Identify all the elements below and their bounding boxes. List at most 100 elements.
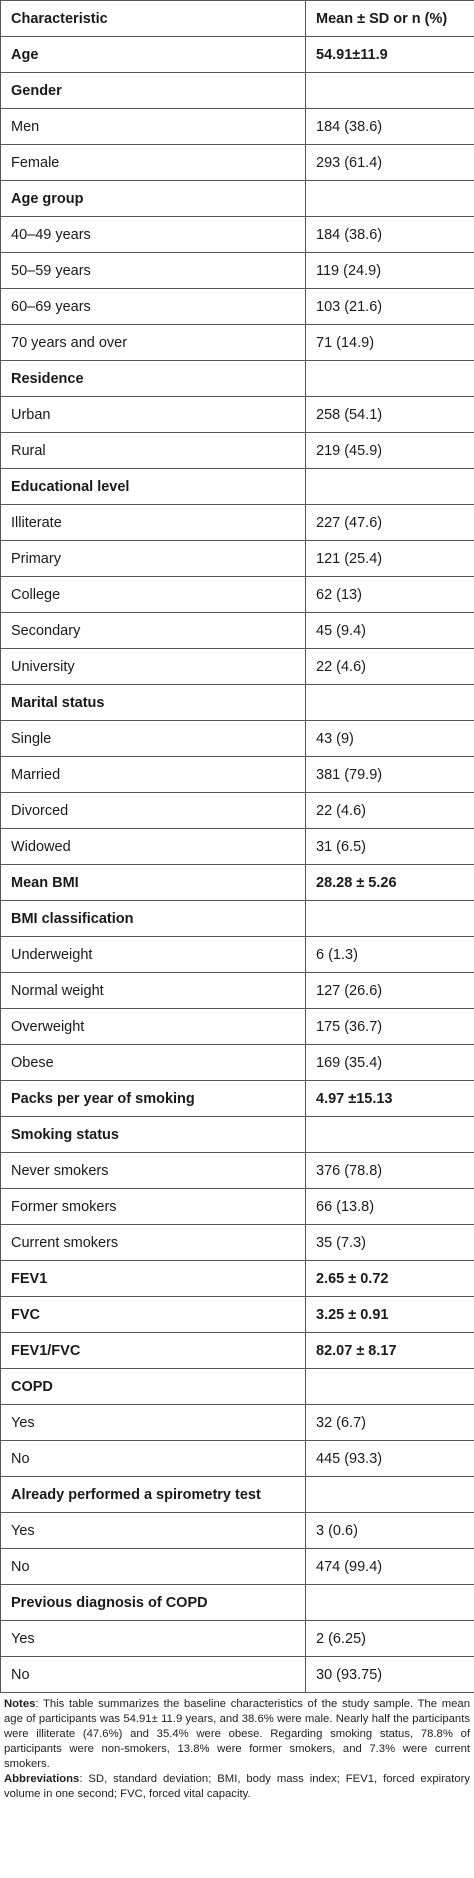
row-characteristic: Underweight xyxy=(0,936,306,973)
row-value: 45 (9.4) xyxy=(305,612,474,649)
table-row: Age group xyxy=(0,180,474,217)
table-row: Primary 121 (25.4) xyxy=(0,540,474,577)
row-value: 32 (6.7) xyxy=(305,1404,474,1441)
row-characteristic: Age xyxy=(0,36,306,73)
table-row: FEV1/FVC 82.07 ± 8.17 xyxy=(0,1332,474,1369)
row-value: 71 (14.9) xyxy=(305,324,474,361)
table-row: Never smokers 376 (78.8) xyxy=(0,1152,474,1189)
row-characteristic: 40–49 years xyxy=(0,216,306,253)
table-row: Packs per year of smoking 4.97 ±15.13 xyxy=(0,1080,474,1117)
row-characteristic: 50–59 years xyxy=(0,252,306,289)
row-characteristic: COPD xyxy=(0,1368,306,1405)
row-value: 66 (13.8) xyxy=(305,1188,474,1225)
table-row: Former smokers 66 (13.8) xyxy=(0,1188,474,1225)
row-characteristic: Urban xyxy=(0,396,306,433)
table-row: BMI classification xyxy=(0,900,474,937)
header-characteristic: Characteristic xyxy=(0,0,306,37)
row-value: 169 (35.4) xyxy=(305,1044,474,1081)
row-characteristic: Marital status xyxy=(0,684,306,721)
row-value: 3.25 ± 0.91 xyxy=(305,1296,474,1333)
table-row: Single 43 (9) xyxy=(0,720,474,757)
row-value xyxy=(305,468,474,505)
table-row: Yes 2 (6.25) xyxy=(0,1620,474,1657)
table-row: Gender xyxy=(0,72,474,109)
row-characteristic: Yes xyxy=(0,1404,306,1441)
characteristics-table-container: Characteristic Mean ± SD or n (%) Age 54.… xyxy=(0,0,474,1693)
table-row: Overweight 175 (36.7) xyxy=(0,1008,474,1045)
row-characteristic: BMI classification xyxy=(0,900,306,937)
notes-paragraph: Notes: This table summarizes the baselin… xyxy=(4,1697,470,1772)
row-value: 3 (0.6) xyxy=(305,1512,474,1549)
row-characteristic: Yes xyxy=(0,1620,306,1657)
row-characteristic: Single xyxy=(0,720,306,757)
table-row: Already performed a spirometry test xyxy=(0,1476,474,1513)
row-characteristic: Already performed a spirometry test xyxy=(0,1476,306,1513)
baseline-characteristics-table: Characteristic Mean ± SD or n (%) Age 54.… xyxy=(0,0,474,1693)
row-value: 31 (6.5) xyxy=(305,828,474,865)
row-value: 22 (4.6) xyxy=(305,792,474,829)
row-characteristic: Primary xyxy=(0,540,306,577)
row-value: 43 (9) xyxy=(305,720,474,757)
row-value xyxy=(305,684,474,721)
row-characteristic: Age group xyxy=(0,180,306,217)
row-characteristic: Residence xyxy=(0,360,306,397)
header-mean-sd: Mean ± SD or n (%) xyxy=(305,0,474,37)
row-value: 445 (93.3) xyxy=(305,1440,474,1477)
notes-text: : This table summarizes the baseline cha… xyxy=(4,1698,470,1770)
row-value: 293 (61.4) xyxy=(305,144,474,181)
row-value: 127 (26.6) xyxy=(305,972,474,1009)
table-row: Obese 169 (35.4) xyxy=(0,1044,474,1081)
table-row: College 62 (13) xyxy=(0,576,474,613)
table-row: Yes 3 (0.6) xyxy=(0,1512,474,1549)
row-value: 28.28 ± 5.26 xyxy=(305,864,474,901)
row-characteristic: 70 years and over xyxy=(0,324,306,361)
table-row: Normal weight 127 (26.6) xyxy=(0,972,474,1009)
row-characteristic: Illiterate xyxy=(0,504,306,541)
row-characteristic: College xyxy=(0,576,306,613)
row-value xyxy=(305,72,474,109)
table-row: Age 54.91±11.9 xyxy=(0,36,474,73)
table-row: Illiterate 227 (47.6) xyxy=(0,504,474,541)
row-characteristic: Former smokers xyxy=(0,1188,306,1225)
abbreviations-label: Abbreviations xyxy=(4,1773,80,1785)
row-characteristic: Packs per year of smoking xyxy=(0,1080,306,1117)
table-row: Current smokers 35 (7.3) xyxy=(0,1224,474,1261)
row-characteristic: 60–69 years xyxy=(0,288,306,325)
table-row: Yes 32 (6.7) xyxy=(0,1404,474,1441)
row-characteristic: Smoking status xyxy=(0,1116,306,1153)
row-value: 22 (4.6) xyxy=(305,648,474,685)
row-value: 474 (99.4) xyxy=(305,1548,474,1585)
table-body: Age 54.91±11.9 Gender Men 184 (38.6) Female 29… xyxy=(0,36,474,1693)
table-row: Residence xyxy=(0,360,474,397)
row-value: 219 (45.9) xyxy=(305,432,474,469)
row-characteristic: FEV1/FVC xyxy=(0,1332,306,1369)
table-row: Smoking status xyxy=(0,1116,474,1153)
row-value: 381 (79.9) xyxy=(305,756,474,793)
row-characteristic: Gender xyxy=(0,72,306,109)
table-row: 40–49 years 184 (38.6) xyxy=(0,216,474,253)
row-value: 2.65 ± 0.72 xyxy=(305,1260,474,1297)
table-row: No 445 (93.3) xyxy=(0,1440,474,1477)
row-value: 62 (13) xyxy=(305,576,474,613)
table-row: COPD xyxy=(0,1368,474,1405)
table-row: Urban 258 (54.1) xyxy=(0,396,474,433)
abbreviations-text: : SD, standard deviation; BMI, body mass… xyxy=(4,1773,470,1800)
row-value: 376 (78.8) xyxy=(305,1152,474,1189)
row-characteristic: Widowed xyxy=(0,828,306,865)
row-value: 184 (38.6) xyxy=(305,108,474,145)
row-value xyxy=(305,180,474,217)
table-row: University 22 (4.6) xyxy=(0,648,474,685)
row-characteristic: Secondary xyxy=(0,612,306,649)
row-characteristic: FVC xyxy=(0,1296,306,1333)
row-value: 175 (36.7) xyxy=(305,1008,474,1045)
row-value: 258 (54.1) xyxy=(305,396,474,433)
row-characteristic: Educational level xyxy=(0,468,306,505)
row-characteristic: Previous diagnosis of COPD xyxy=(0,1584,306,1621)
row-value xyxy=(305,1368,474,1405)
row-value xyxy=(305,900,474,937)
table-row: Female 293 (61.4) xyxy=(0,144,474,181)
table-row: No 474 (99.4) xyxy=(0,1548,474,1585)
table-row: 60–69 years 103 (21.6) xyxy=(0,288,474,325)
row-value: 184 (38.6) xyxy=(305,216,474,253)
row-value xyxy=(305,1476,474,1513)
